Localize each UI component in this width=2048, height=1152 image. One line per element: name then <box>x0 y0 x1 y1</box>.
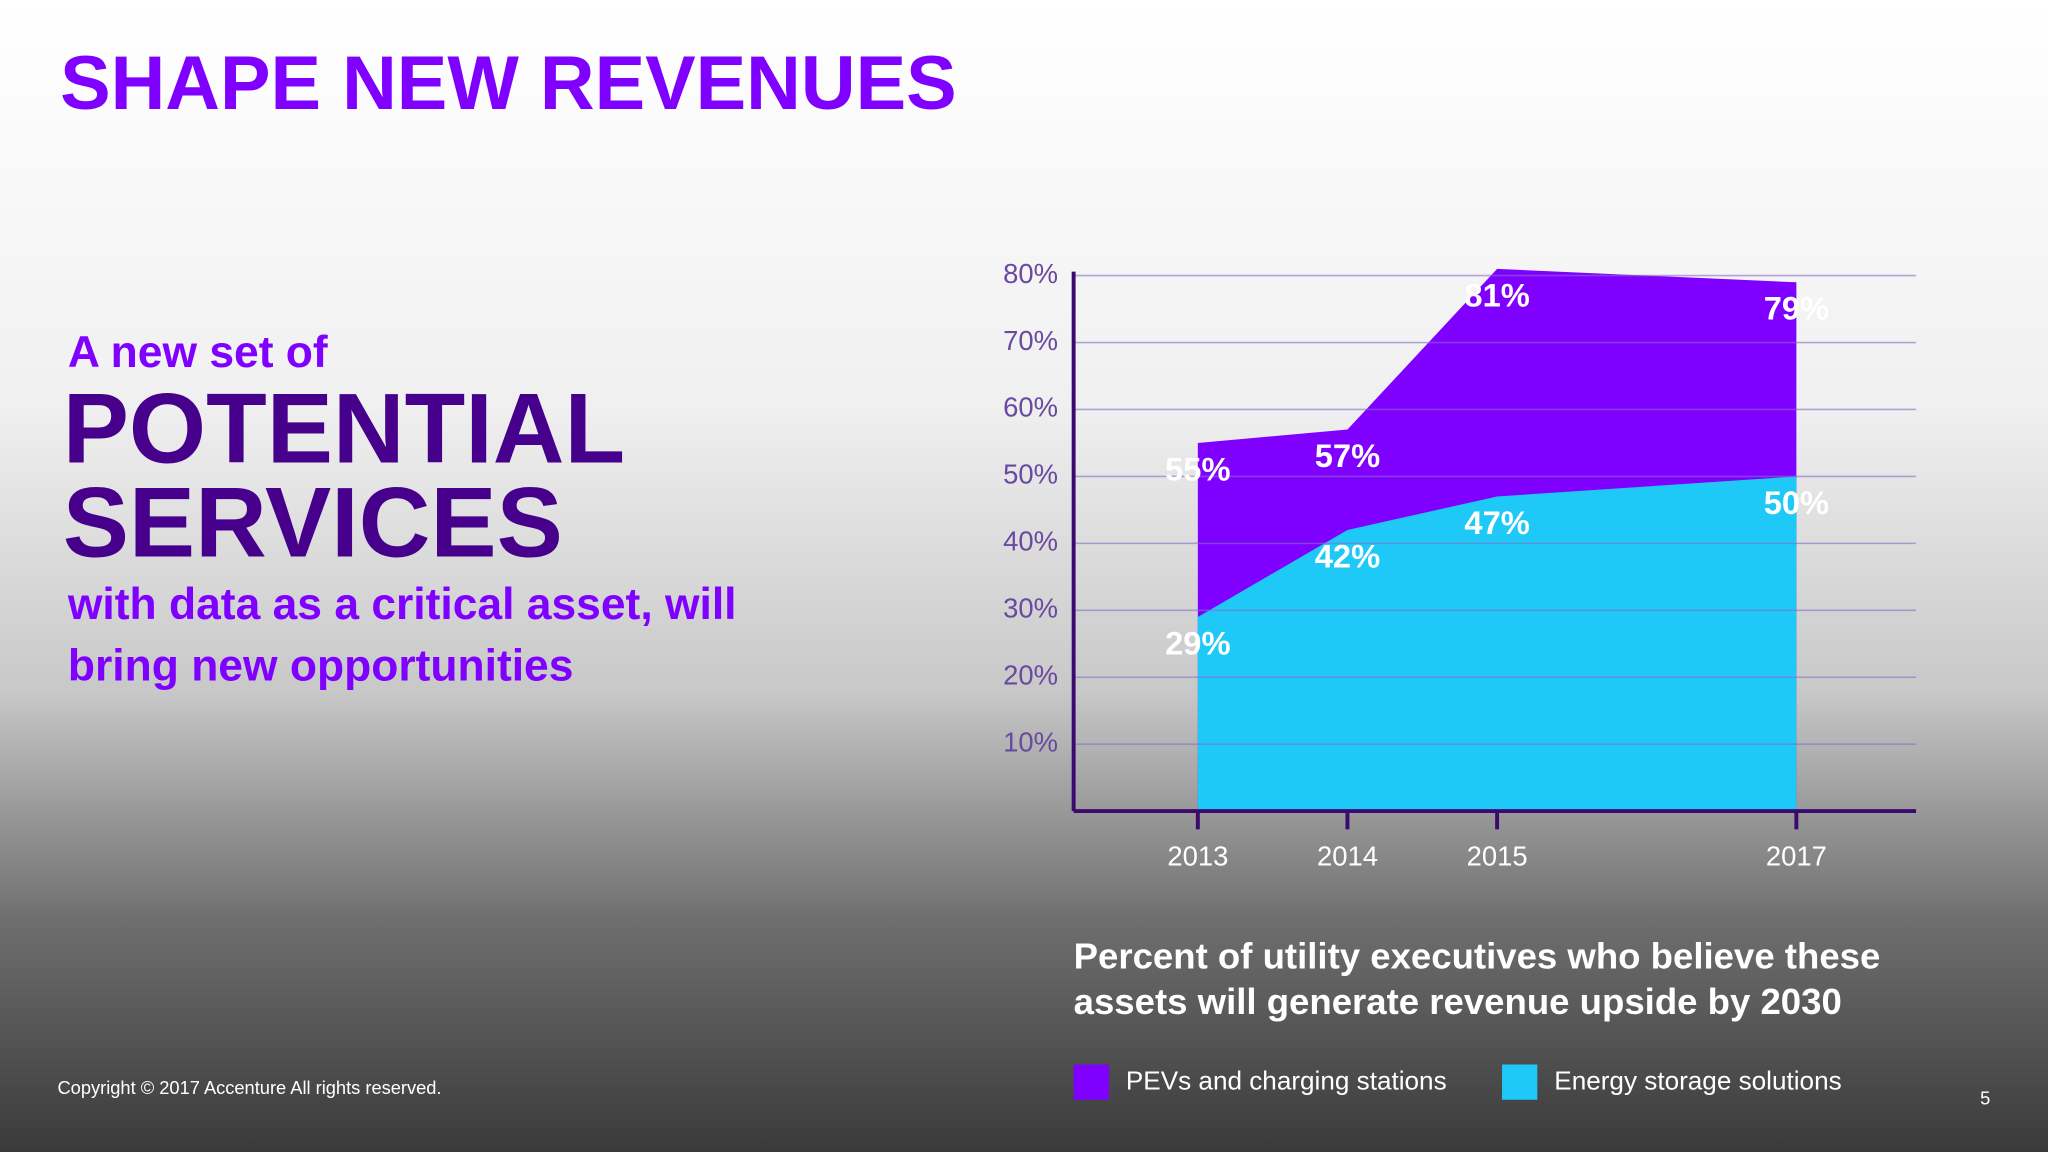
legend-swatch <box>1073 1064 1109 1100</box>
x-tick-label: 2017 <box>1766 840 1827 871</box>
headline-body: with data as a critical asset, will <box>67 580 737 629</box>
y-tick-label: 70% <box>1003 325 1058 356</box>
value-label: 42% <box>1315 537 1380 574</box>
legend-label: Energy storage solutions <box>1554 1066 1841 1096</box>
value-label: 55% <box>1165 450 1230 487</box>
headline-intro: A new set of <box>68 328 328 377</box>
page-number: 5 <box>1980 1088 1990 1109</box>
y-tick-label: 80% <box>1003 258 1058 289</box>
value-label: 29% <box>1165 624 1230 661</box>
value-label: 81% <box>1464 276 1529 313</box>
headline-line: SERVICES <box>63 468 563 579</box>
value-label: 57% <box>1315 437 1380 474</box>
y-tick-label: 10% <box>1003 726 1058 757</box>
x-tick-label: 2014 <box>1317 840 1378 871</box>
headline-body: bring new opportunities <box>68 641 574 690</box>
chart-caption: assets will generate revenue upside by 2… <box>1074 981 1842 1022</box>
slide-title: SHAPE NEW REVENUES <box>60 41 957 126</box>
copyright: Copyright © 2017 Accenture All rights re… <box>57 1077 441 1098</box>
y-tick-label: 40% <box>1003 526 1058 557</box>
x-tick-label: 2013 <box>1167 840 1228 871</box>
legend-label: PEVs and charging stations <box>1126 1066 1447 1096</box>
y-tick-label: 20% <box>1003 659 1058 690</box>
value-label: 79% <box>1764 290 1829 327</box>
value-label: 47% <box>1464 504 1529 541</box>
chart-caption: Percent of utility executives who believ… <box>1074 935 1881 976</box>
y-tick-label: 50% <box>1003 459 1058 490</box>
headline-line: POTENTIAL <box>63 373 625 484</box>
legend-swatch <box>1502 1064 1538 1100</box>
area <box>1197 476 1797 812</box>
value-label: 50% <box>1764 484 1829 521</box>
y-tick-label: 30% <box>1003 593 1058 624</box>
y-tick-label: 60% <box>1003 392 1058 423</box>
x-tick-label: 2015 <box>1467 840 1528 871</box>
